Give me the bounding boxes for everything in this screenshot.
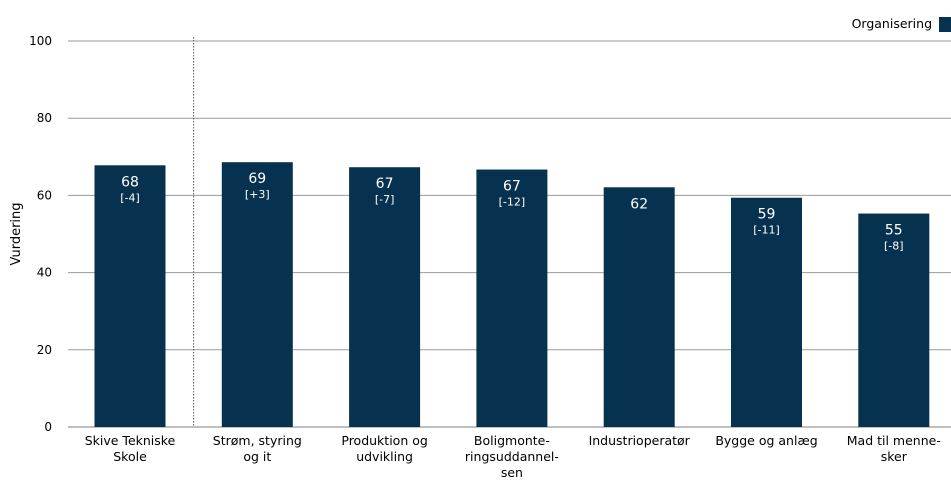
category-label-line: sker xyxy=(881,449,908,464)
bar xyxy=(94,165,166,428)
category-label-line: Bygge og anlæg xyxy=(715,433,817,448)
bar-change-label: [-11] xyxy=(753,224,780,237)
y-axis-ticks: 0 20 40 60 80 100 xyxy=(29,34,52,434)
y-tick-label: 60 xyxy=(37,188,52,202)
bar-value-label: 67 xyxy=(503,179,521,195)
category-label-line: sen xyxy=(501,465,523,480)
category-label: Produktion og udvikling xyxy=(341,433,427,464)
category-labels: Skive Tekniske Skole Strøm, styring og it Pr… xyxy=(85,433,941,480)
category-label: Bygge og anlæg xyxy=(715,433,817,448)
bar-value-label: 69 xyxy=(248,171,266,187)
bar xyxy=(858,213,930,427)
category-label-line: Mad til menne- xyxy=(847,433,941,448)
category-label-line: Strøm, styring xyxy=(213,433,302,448)
category-label-line: Produktion og xyxy=(341,433,427,448)
y-axis-label: Vurdering xyxy=(9,202,24,265)
category-label: Strøm, styring og it xyxy=(213,433,302,464)
bar-value-label: 67 xyxy=(376,176,394,192)
category-label-line: Industrioperatør xyxy=(589,433,691,448)
category-label-line: Skive Tekniske xyxy=(85,433,176,448)
legend: Organisering xyxy=(852,16,951,32)
bar-value-label: 55 xyxy=(885,223,903,239)
bar-value-label: 59 xyxy=(758,207,776,223)
y-tick-label: 100 xyxy=(29,34,52,48)
y-tick-label: 80 xyxy=(37,111,52,125)
y-tick-label: 0 xyxy=(44,420,52,434)
bar xyxy=(731,197,802,427)
bar-change-label: [-4] xyxy=(120,191,140,204)
bar xyxy=(349,167,421,428)
bar xyxy=(476,169,548,427)
bar-value-label: 68 xyxy=(121,174,139,190)
y-tick-label: 20 xyxy=(37,343,52,357)
legend-label: Organisering xyxy=(852,16,932,31)
category-label-line: ringsuddannel- xyxy=(465,449,559,464)
category-label-line: Boligmonte- xyxy=(474,433,550,448)
legend-swatch xyxy=(939,17,951,32)
category-label: Boligmonte-ringsuddannel-sen xyxy=(465,433,559,480)
bar xyxy=(603,187,675,427)
bar xyxy=(221,162,293,428)
bar-change-label: [-7] xyxy=(375,193,395,206)
category-label-line: udvikling xyxy=(356,449,413,464)
bar-change-label: [-8] xyxy=(884,240,904,253)
y-tick-label: 40 xyxy=(37,266,52,280)
category-label-line: og it xyxy=(243,449,271,464)
bar-change-label: [-12] xyxy=(499,196,526,209)
category-label: Skive Tekniske Skole xyxy=(85,433,176,464)
bar-value-label: 62 xyxy=(630,196,648,212)
bars xyxy=(94,162,930,428)
bar-change-label: [+3] xyxy=(245,188,270,201)
category-label: Mad til menne-sker xyxy=(847,433,941,464)
category-label-line: Skole xyxy=(113,449,147,464)
category-label: Industrioperatør xyxy=(589,433,691,448)
